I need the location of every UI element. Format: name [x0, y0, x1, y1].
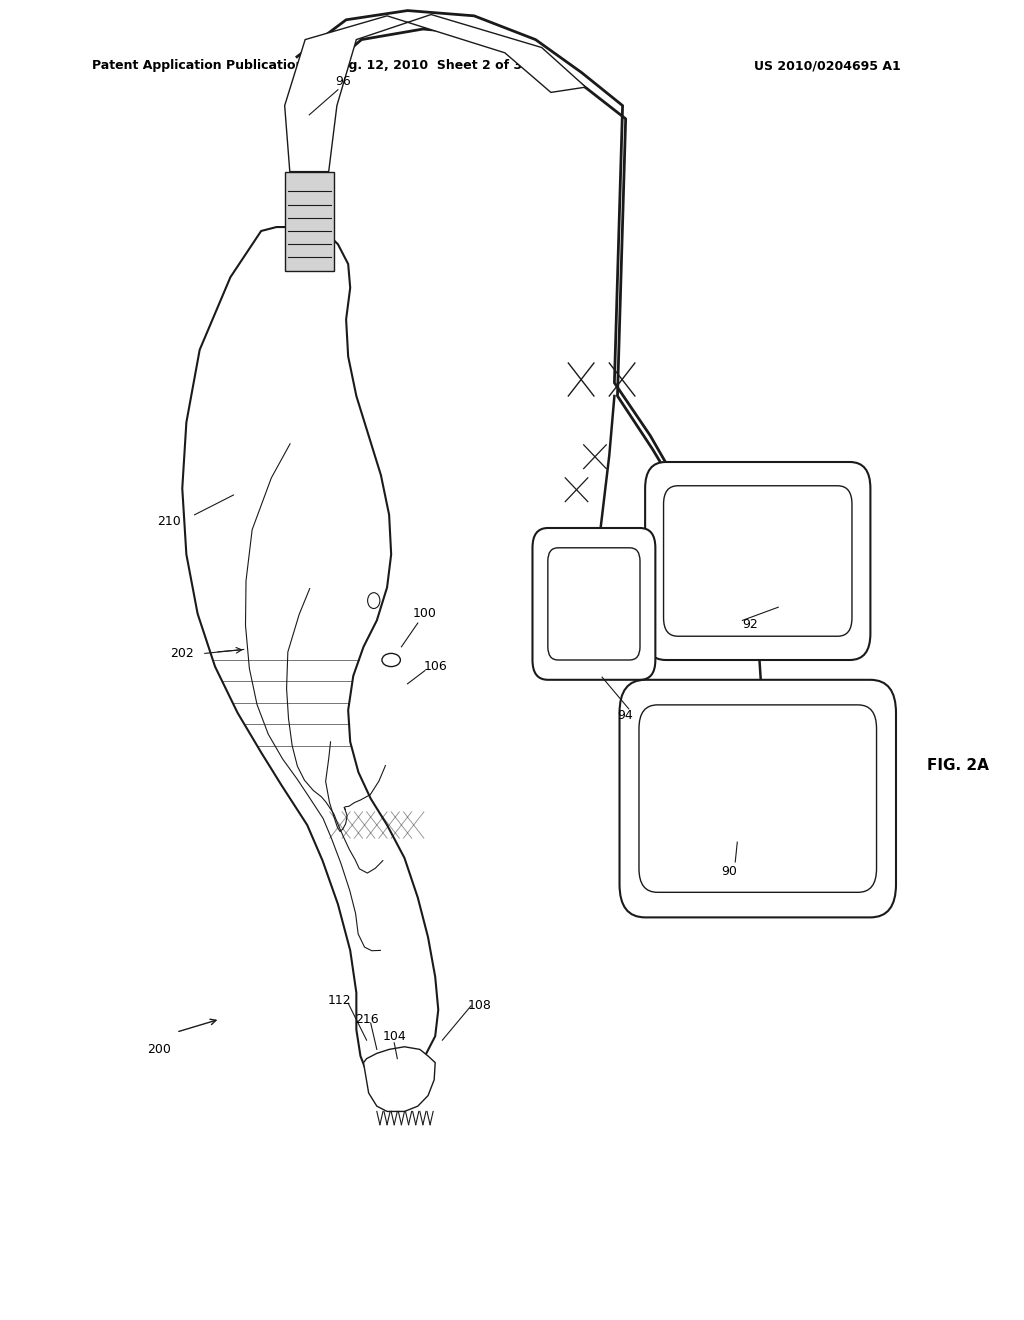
- Text: 200: 200: [146, 1043, 171, 1056]
- Text: 90: 90: [721, 865, 737, 878]
- Text: 216: 216: [354, 1012, 379, 1026]
- Polygon shape: [285, 15, 586, 172]
- Ellipse shape: [382, 653, 400, 667]
- Polygon shape: [364, 1047, 435, 1111]
- Text: 202: 202: [170, 647, 195, 660]
- Text: Aug. 12, 2010  Sheet 2 of 36: Aug. 12, 2010 Sheet 2 of 36: [330, 59, 530, 73]
- Text: 96: 96: [335, 75, 351, 88]
- Text: 94: 94: [616, 709, 633, 722]
- FancyBboxPatch shape: [645, 462, 870, 660]
- Text: 112: 112: [328, 994, 352, 1007]
- FancyBboxPatch shape: [548, 548, 640, 660]
- FancyBboxPatch shape: [639, 705, 877, 892]
- Text: 100: 100: [413, 607, 437, 620]
- Text: 92: 92: [742, 618, 759, 631]
- FancyBboxPatch shape: [664, 486, 852, 636]
- Text: 106: 106: [423, 660, 447, 673]
- Polygon shape: [182, 227, 438, 1082]
- Text: 108: 108: [467, 999, 492, 1012]
- Bar: [285, 172, 334, 271]
- Text: FIG. 2A: FIG. 2A: [927, 758, 988, 774]
- FancyBboxPatch shape: [620, 680, 896, 917]
- Text: Patent Application Publication: Patent Application Publication: [92, 59, 304, 73]
- Text: 210: 210: [157, 515, 181, 528]
- Text: 104: 104: [382, 1030, 407, 1043]
- Circle shape: [368, 593, 380, 609]
- FancyBboxPatch shape: [532, 528, 655, 680]
- Text: US 2010/0204695 A1: US 2010/0204695 A1: [755, 59, 901, 73]
